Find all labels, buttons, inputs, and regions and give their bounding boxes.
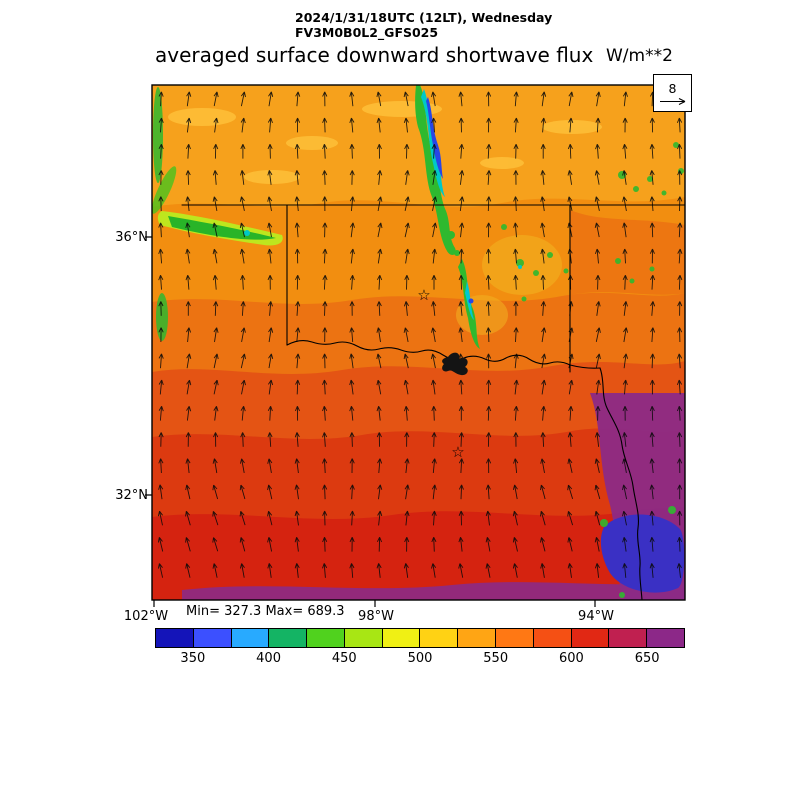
flux-fill	[152, 85, 685, 600]
colorbar-tick-label: 400	[256, 651, 281, 666]
colorbar-tick-label: 350	[180, 651, 206, 666]
reference-vector-box: 8	[653, 74, 692, 112]
minmax-stats: Min= 327.3 Max= 689.3	[186, 604, 345, 619]
model-run-label: FV3M0B0L2_GFS025	[295, 25, 439, 40]
colorbar-tick-label: 500	[407, 651, 433, 666]
lon-tick-label-98w: 98°W	[358, 609, 394, 624]
colorbar-tick-label: 600	[559, 651, 584, 666]
colorbar-labels: 350 400 450 500 550 600 650	[155, 651, 685, 667]
lat-tick-label-32n: 32°N	[115, 488, 148, 503]
station-marker-north: ☆	[417, 286, 430, 304]
station-marker-south: ☆	[451, 443, 464, 461]
state-borders	[181, 204, 686, 601]
colorbar-segment	[307, 629, 345, 647]
lon-tick-label-94w: 94°W	[578, 609, 614, 624]
axis-ticks	[145, 236, 596, 607]
colorbar-segment	[344, 629, 383, 647]
colorbar-segment	[193, 629, 232, 647]
colorbar-segment	[496, 629, 534, 647]
colorbar-segment	[156, 629, 194, 647]
colorbar-segment	[458, 629, 497, 647]
wind-arrows	[157, 91, 683, 578]
colorbar-tick-label: 550	[483, 651, 509, 666]
reference-vector-arrow-icon	[659, 97, 685, 105]
reference-vector-value: 8	[668, 80, 677, 96]
colorbar-tick-label: 450	[331, 651, 357, 666]
lake-blob	[442, 352, 468, 376]
lon-tick-label-102w: 102°W	[123, 609, 169, 624]
plot-title: averaged surface downward shortwave flux	[155, 43, 594, 67]
valid-time: 2024/1/31/18UTC (12LT), Wednesday	[295, 10, 553, 25]
colorbar-segment	[533, 629, 572, 647]
units-label: W/m**2	[606, 46, 673, 66]
map-frame	[151, 84, 686, 601]
colorbar-segment	[571, 629, 610, 647]
lat-tick-label-36n: 36°N	[115, 230, 148, 245]
colorbar-segment	[647, 629, 684, 647]
colorbar-segment	[420, 629, 459, 647]
colorbar-segment	[231, 629, 270, 647]
map-canvas: ☆ ☆	[145, 84, 686, 607]
colorbar-tick-label: 650	[634, 651, 660, 666]
colorbar-segment	[382, 629, 421, 647]
colorbar-segment	[269, 629, 308, 647]
colorbar	[155, 628, 685, 648]
colorbar-segment	[609, 629, 648, 647]
